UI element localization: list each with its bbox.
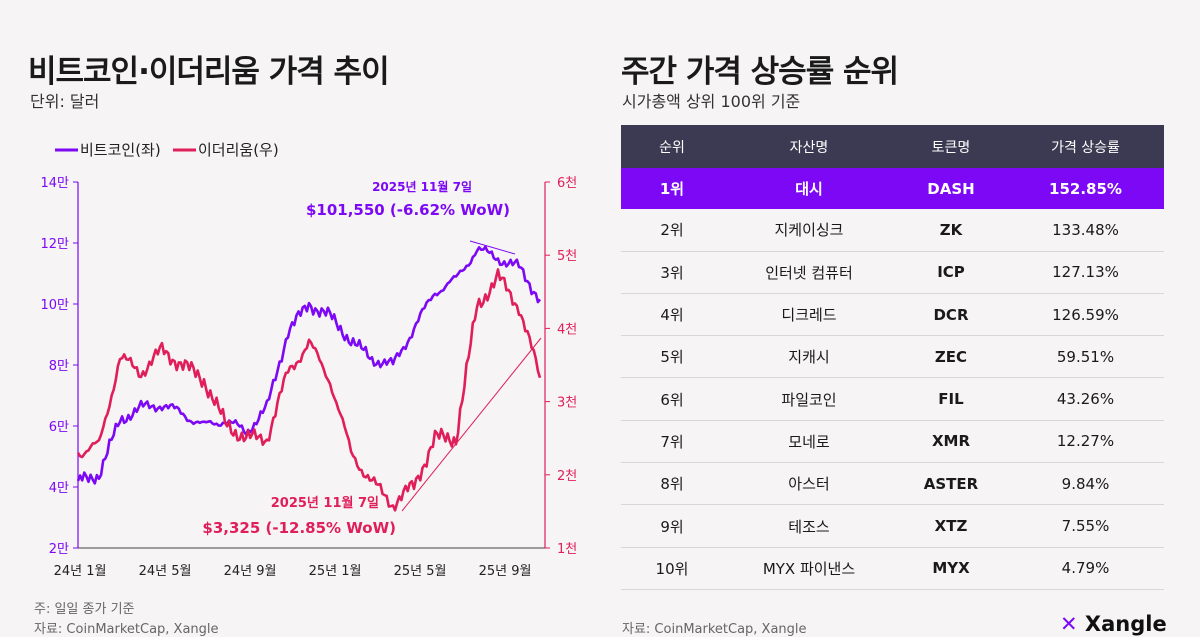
x-tick-label: 24년 1월 bbox=[54, 564, 107, 579]
x-tick-label: 25년 5월 bbox=[394, 564, 447, 579]
table-row: 1위 대시 DASH 152.85% bbox=[621, 168, 1164, 210]
right-subtitle: 시가총액 상위 100위 기준 bbox=[622, 92, 801, 111]
table-row: 8위 아스터 ASTER 9.84% bbox=[621, 462, 1164, 506]
brand-logo: ✕ Xangle bbox=[1060, 612, 1167, 636]
row-asset: 지케이싱크 bbox=[723, 209, 895, 252]
left-tick-label: 6만 bbox=[49, 420, 69, 435]
row-rank: 9위 bbox=[621, 504, 723, 548]
row-change: 4.79% bbox=[1007, 547, 1164, 590]
row-change: 126.59% bbox=[1007, 293, 1164, 337]
row-asset: 테조스 bbox=[723, 504, 895, 548]
table-row: 3위 인터넷 컴퓨터 ICP 127.13% bbox=[621, 251, 1164, 294]
row-rank: 4위 bbox=[621, 293, 723, 337]
row-asset: 대시 bbox=[723, 168, 895, 210]
row-rank: 7위 bbox=[621, 420, 723, 464]
eth-annotation-date: 2025년 11월 7일 bbox=[271, 495, 379, 511]
chart-legend: 비트코인(좌) 이더리움(우) bbox=[55, 141, 279, 159]
row-asset: 아스터 bbox=[723, 462, 895, 506]
x-tick-label: 24년 9월 bbox=[224, 564, 277, 579]
table-row: 4위 디크레드 DCR 126.59% bbox=[621, 293, 1164, 337]
btc-annotation-value: $101,550 (-6.62% WoW) bbox=[306, 201, 510, 219]
row-change: 133.48% bbox=[1007, 209, 1164, 252]
brand-name: Xangle bbox=[1084, 612, 1167, 636]
row-change: 9.84% bbox=[1007, 462, 1164, 506]
x-tick-label: 24년 5월 bbox=[139, 564, 192, 579]
row-rank: 3위 bbox=[621, 251, 723, 294]
left-tick-label: 10만 bbox=[40, 298, 69, 313]
row-change: 59.51% bbox=[1007, 335, 1164, 379]
right-tick-label: 3천 bbox=[557, 396, 577, 411]
table-header: 순위 자산명 토큰명 가격 상승률 bbox=[621, 125, 1164, 168]
row-rank: 1위 bbox=[621, 168, 723, 210]
row-asset: 인터넷 컴퓨터 bbox=[723, 251, 895, 294]
row-change: 152.85% bbox=[1007, 168, 1164, 210]
left-note: 주: 일일 종가 기준 bbox=[34, 602, 135, 617]
right-title: 주간 가격 상승률 순위 bbox=[621, 54, 899, 90]
btc-annotation-leader bbox=[469, 240, 516, 255]
row-rank: 2위 bbox=[621, 209, 723, 252]
left-tick-label: 4만 bbox=[49, 481, 69, 496]
header-token: 토큰명 bbox=[895, 125, 1007, 168]
header-change: 가격 상승률 bbox=[1007, 125, 1164, 168]
table-row: 2위 지케이싱크 ZK 133.48% bbox=[621, 209, 1164, 252]
table-row: 7위 모네로 XMR 12.27% bbox=[621, 420, 1164, 464]
eth-price-line bbox=[76, 268, 542, 512]
row-token: DCR bbox=[895, 293, 1007, 337]
row-token: ZK bbox=[895, 209, 1007, 252]
row-token: DASH bbox=[895, 168, 1007, 210]
table-row: 6위 파일코인 FIL 43.26% bbox=[621, 377, 1164, 421]
row-token: XMR bbox=[895, 420, 1007, 464]
row-token: ICP bbox=[895, 251, 1007, 294]
row-change: 12.27% bbox=[1007, 420, 1164, 464]
right-tick-label: 6천 bbox=[557, 176, 577, 191]
ranking-table: 순위 자산명 토큰명 가격 상승률 1위 대시 DASH 152.85% 2위 … bbox=[621, 125, 1164, 590]
right-tick-label: 5천 bbox=[557, 249, 577, 264]
price-chart: 비트코인(좌) 이더리움(우) 2만 4만 6만 8만 10만 12만 14만 1천 2천 3천 4… bbox=[40, 141, 577, 579]
row-token: ZEC bbox=[895, 335, 1007, 379]
x-tick-label: 25년 1월 bbox=[309, 564, 362, 579]
header-rank: 순위 bbox=[621, 125, 723, 168]
row-asset: 파일코인 bbox=[723, 377, 895, 421]
legend-btc-label: 비트코인(좌) bbox=[80, 141, 161, 159]
row-rank: 10위 bbox=[621, 547, 723, 590]
left-source: 자료: CoinMarketCap, Xangle bbox=[34, 622, 219, 637]
table-row: 10위 MYX 파이낸스 MYX 4.79% bbox=[621, 547, 1164, 590]
right-tick-label: 1천 bbox=[557, 542, 577, 557]
row-change: 127.13% bbox=[1007, 251, 1164, 294]
eth-annotation-value: $3,325 (-12.85% WoW) bbox=[202, 519, 396, 537]
eth-annotation-leader bbox=[401, 337, 542, 512]
left-tick-label: 12만 bbox=[40, 237, 69, 252]
row-token: ASTER bbox=[895, 462, 1007, 506]
row-change: 43.26% bbox=[1007, 377, 1164, 421]
btc-price-line bbox=[76, 245, 542, 485]
row-asset: 디크레드 bbox=[723, 293, 895, 337]
right-source: 자료: CoinMarketCap, Xangle bbox=[622, 622, 807, 637]
row-token: FIL bbox=[895, 377, 1007, 421]
btc-annotation-date: 2025년 11월 7일 bbox=[372, 179, 472, 194]
row-rank: 8위 bbox=[621, 462, 723, 506]
table-row: 9위 테조스 XTZ 7.55% bbox=[621, 504, 1164, 548]
row-token: MYX bbox=[895, 547, 1007, 590]
xangle-logo-icon: ✕ bbox=[1060, 612, 1078, 636]
right-tick-label: 2천 bbox=[557, 469, 577, 484]
row-asset: MYX 파이낸스 bbox=[723, 547, 895, 590]
legend-eth-label: 이더리움(우) bbox=[198, 141, 279, 159]
row-change: 7.55% bbox=[1007, 504, 1164, 548]
left-tick-label: 2만 bbox=[49, 542, 69, 557]
left-title: 비트코인·이더리움 가격 추이 bbox=[28, 54, 390, 90]
row-rank: 6위 bbox=[621, 377, 723, 421]
row-asset: 모네로 bbox=[723, 420, 895, 464]
x-tick-label: 25년 9월 bbox=[479, 564, 532, 579]
row-asset: 지캐시 bbox=[723, 335, 895, 379]
table-row: 5위 지캐시 ZEC 59.51% bbox=[621, 335, 1164, 379]
left-subtitle: 단위: 달러 bbox=[30, 92, 100, 111]
left-tick-label: 14만 bbox=[40, 176, 69, 191]
row-token: XTZ bbox=[895, 504, 1007, 548]
right-tick-label: 4천 bbox=[557, 322, 577, 337]
row-rank: 5위 bbox=[621, 335, 723, 379]
left-tick-label: 8만 bbox=[49, 359, 69, 374]
header-asset: 자산명 bbox=[723, 125, 895, 168]
